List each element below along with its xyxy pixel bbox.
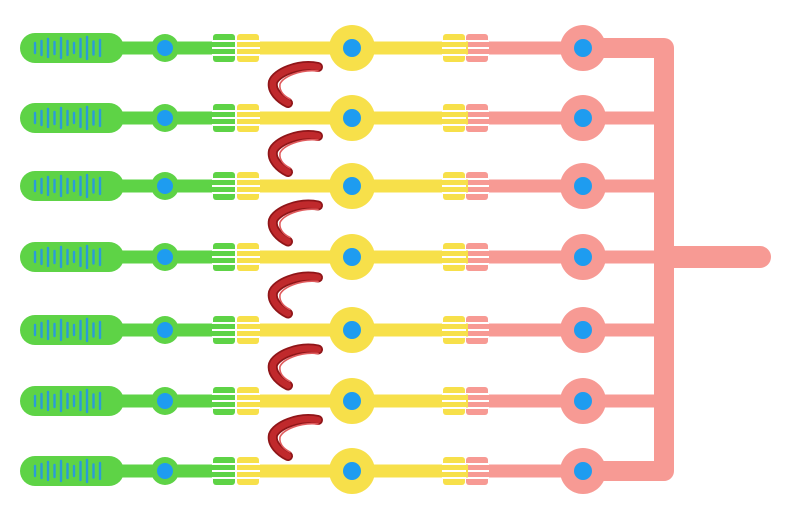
segment-2-right-junction-icon	[442, 387, 466, 415]
chain-unit-2	[20, 95, 660, 141]
chain-unit-1	[20, 25, 660, 71]
segment-1-node-icon	[157, 393, 173, 409]
connector-ribbon-3	[267, 199, 323, 247]
segment-2-left-junction-icon	[236, 316, 260, 344]
segment-2-left-junction-icon	[236, 34, 260, 62]
connector-ribbon-body	[269, 62, 322, 107]
segment-1-junction-icon	[212, 34, 236, 62]
connector-ribbon-body	[269, 415, 322, 460]
segment-3-node-icon	[574, 462, 592, 480]
segment-2-node-icon	[343, 392, 361, 410]
segment-1-node-icon	[157, 40, 173, 56]
segment-2-right-junction-icon	[442, 104, 466, 132]
segment-3-node-icon	[574, 321, 592, 339]
segment-2-right-junction-icon	[442, 316, 466, 344]
segment-3-junction-icon	[465, 104, 489, 132]
segment-2-left-junction-icon	[236, 457, 260, 485]
segment-1-junction-icon	[212, 457, 236, 485]
segment-3-node-icon	[574, 109, 592, 127]
connectors-layer	[267, 61, 323, 461]
segment-2-right-junction-icon	[442, 34, 466, 62]
connector-ribbon-highlight	[279, 208, 319, 239]
segment-2-node-icon	[343, 177, 361, 195]
segment-3-junction-icon	[465, 172, 489, 200]
connector-ribbon-2	[267, 130, 323, 177]
segment-1-node-icon	[157, 110, 173, 126]
connector-ribbon-body	[269, 273, 322, 317]
segment-2-node-icon	[343, 462, 361, 480]
segment-1-node-icon	[157, 178, 173, 194]
connector-ribbon-highlight	[279, 69, 319, 100]
segment-1-junction-icon	[212, 172, 236, 200]
segment-1-junction-icon	[212, 243, 236, 271]
connector-ribbon-highlight	[279, 280, 319, 311]
connector-ribbon-5	[267, 343, 323, 391]
segment-1-capsule	[20, 386, 124, 416]
segment-1-capsule	[20, 171, 124, 201]
segment-2-node-icon	[343, 248, 361, 266]
segment-2-right-junction-icon	[442, 172, 466, 200]
connector-ribbon-highlight	[279, 422, 319, 453]
segment-2-right-junction-icon	[442, 243, 466, 271]
segment-1-capsule	[20, 456, 124, 486]
segment-1-capsule	[20, 103, 124, 133]
connector-ribbon-highlight	[279, 138, 319, 169]
units-layer	[20, 25, 660, 494]
connector-ribbon-highlight	[279, 352, 319, 383]
segment-3-node-icon	[574, 39, 592, 57]
connector-ribbon-4	[267, 271, 323, 319]
connector-ribbon-body	[269, 131, 322, 176]
segment-2-node-icon	[343, 39, 361, 57]
chain-unit-5	[20, 307, 660, 353]
segment-2-node-icon	[343, 321, 361, 339]
connector-ribbon-1	[267, 61, 323, 108]
chain-unit-7	[20, 448, 660, 494]
connector-ribbon-6	[267, 414, 323, 461]
connector-ribbon-body	[269, 345, 322, 389]
chain-unit-3	[20, 163, 660, 209]
segment-2-node-icon	[343, 109, 361, 127]
segment-3-junction-icon	[465, 243, 489, 271]
segment-1-capsule	[20, 33, 124, 63]
segment-1-junction-icon	[212, 104, 236, 132]
segment-2-left-junction-icon	[236, 387, 260, 415]
segment-1-capsule	[20, 315, 124, 345]
segment-1-junction-icon	[212, 387, 236, 415]
connector-ribbon-body	[269, 201, 322, 245]
segment-1-node-icon	[157, 249, 173, 265]
segment-3-junction-icon	[465, 316, 489, 344]
segment-1-capsule	[20, 242, 124, 272]
segment-3-node-icon	[574, 392, 592, 410]
segment-2-left-junction-icon	[236, 172, 260, 200]
segment-1-junction-icon	[212, 316, 236, 344]
segment-3-node-icon	[574, 177, 592, 195]
chain-unit-6	[20, 378, 660, 424]
chain-unit-4	[20, 234, 660, 280]
segment-1-node-icon	[157, 463, 173, 479]
segment-2-left-junction-icon	[236, 243, 260, 271]
segment-2-right-junction-icon	[442, 457, 466, 485]
segment-3-junction-icon	[465, 457, 489, 485]
segment-3-junction-icon	[465, 34, 489, 62]
segment-3-junction-icon	[465, 387, 489, 415]
segment-2-left-junction-icon	[236, 104, 260, 132]
segment-1-node-icon	[157, 322, 173, 338]
segment-3-node-icon	[574, 248, 592, 266]
